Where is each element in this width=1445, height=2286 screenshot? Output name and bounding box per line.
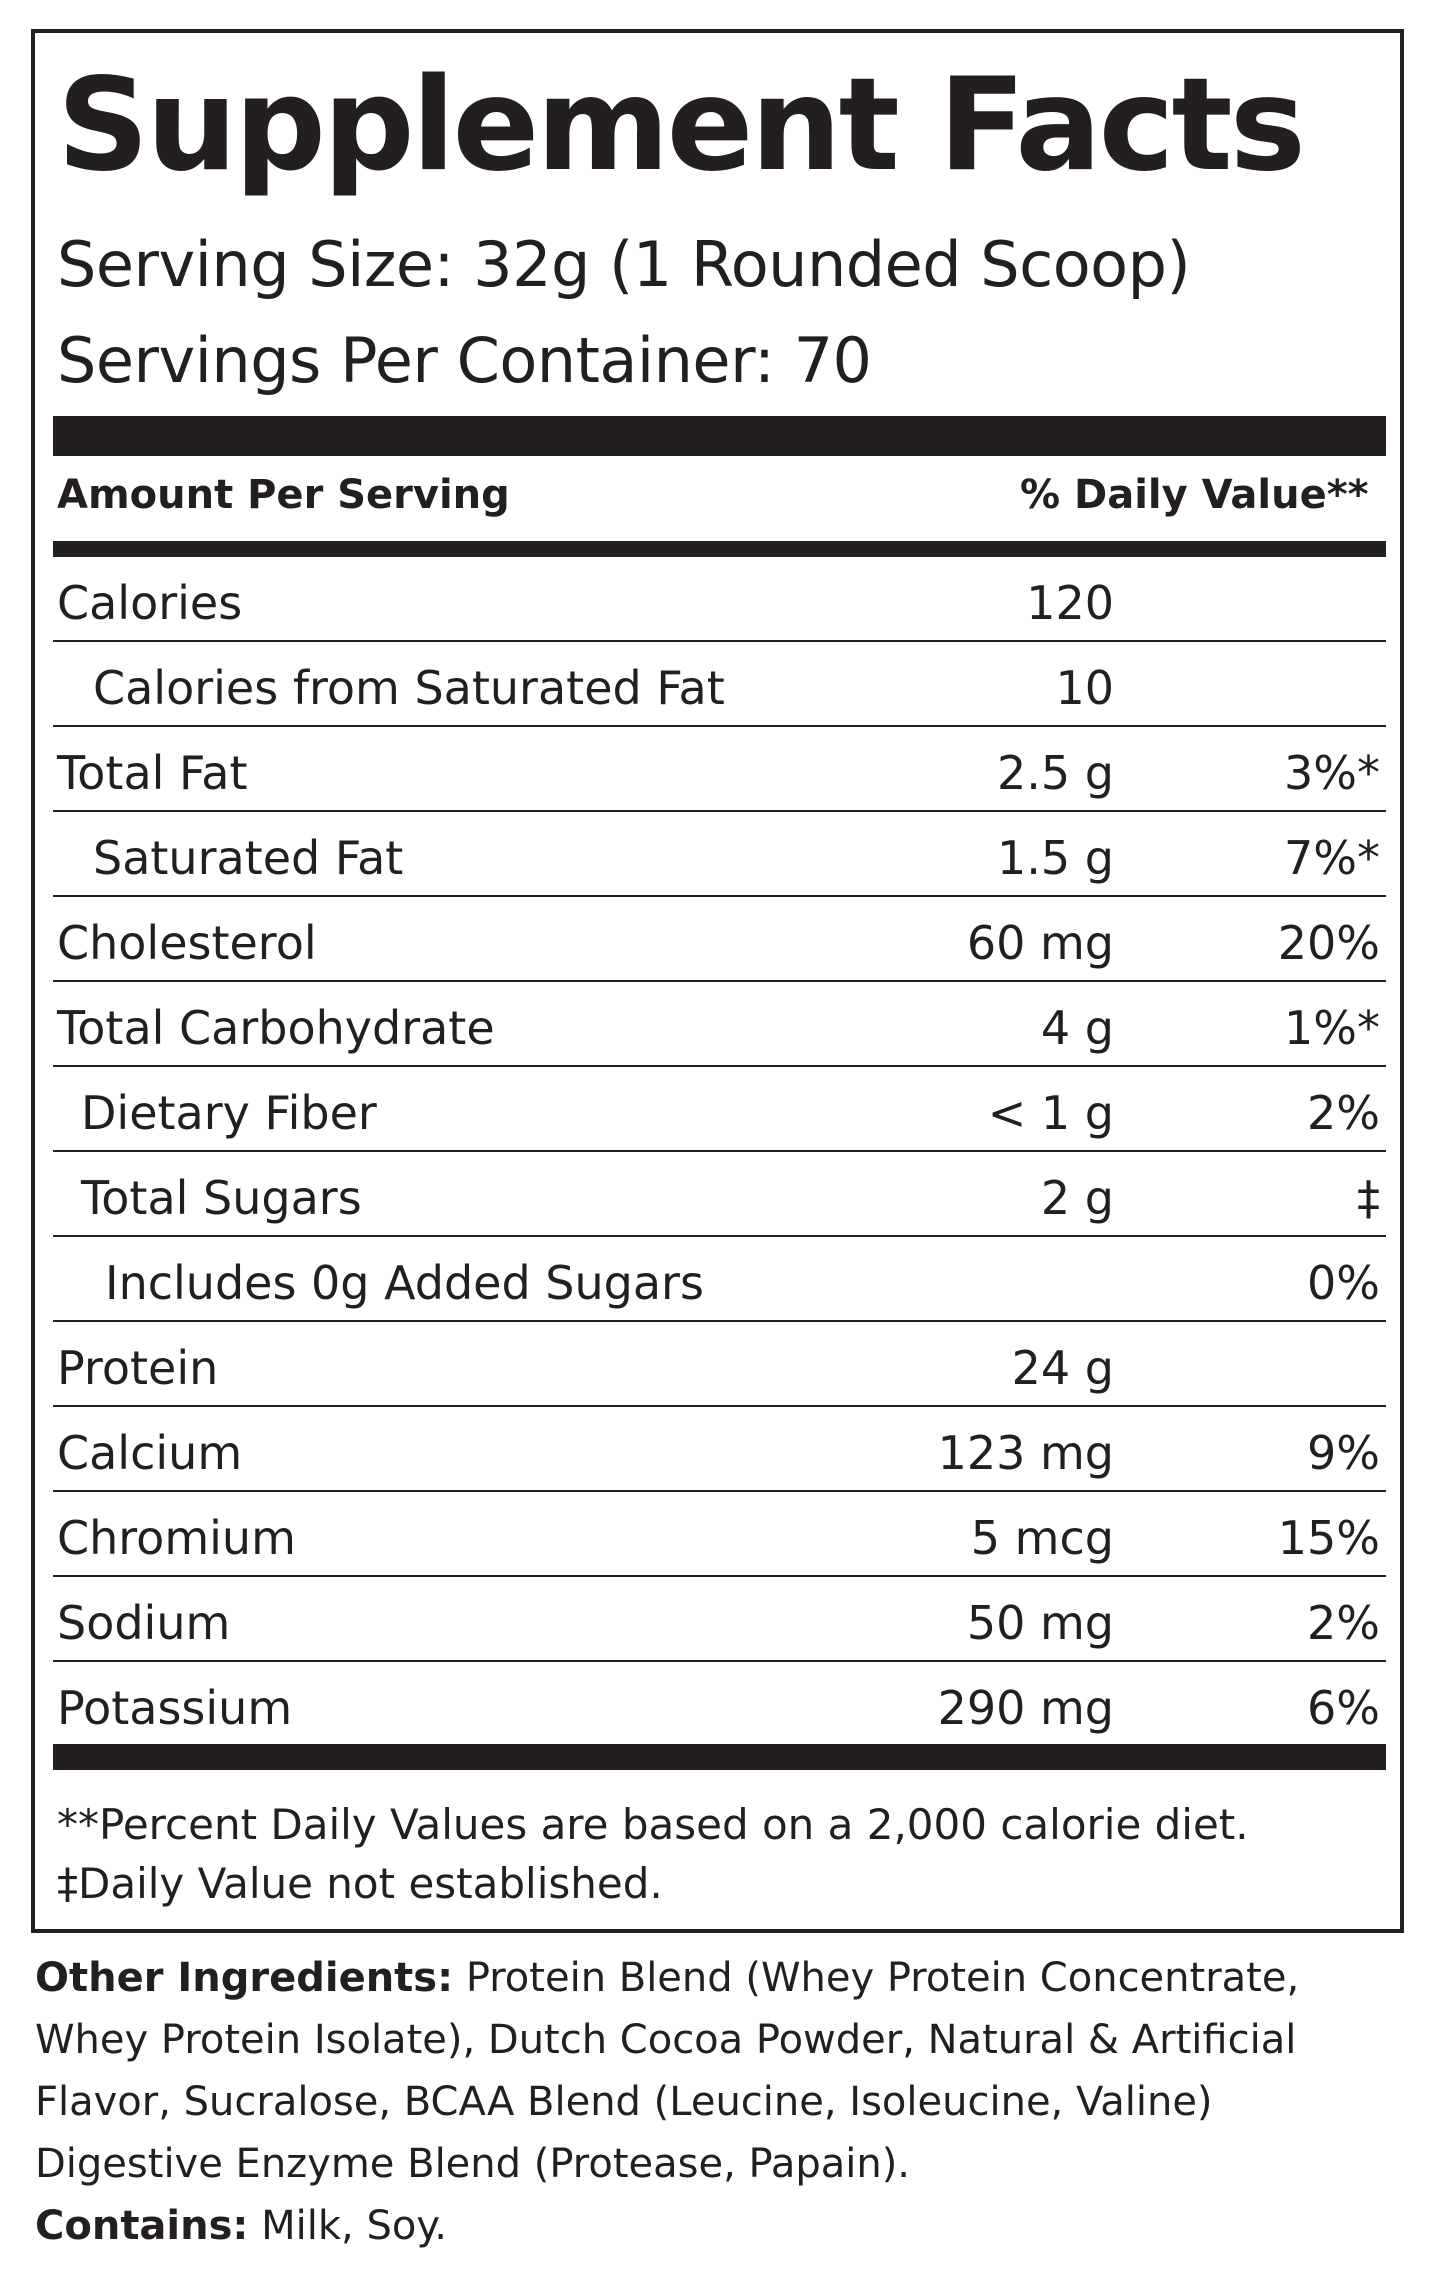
panel-title: Supplement Facts: [57, 51, 1306, 200]
nutrient-name: Sodium: [57, 1596, 231, 1650]
nutrient-name: Calories: [57, 576, 243, 630]
nutrient-daily-value: 20%: [1277, 916, 1380, 970]
nutrient-name: Chromium: [57, 1511, 296, 1565]
nutrient-table: Calories 120 Calories from Saturated Fat…: [53, 557, 1386, 1747]
nutrient-amount: 4 g: [1040, 1001, 1114, 1055]
contains-line: Contains: Milk, Soy.: [35, 2195, 1415, 2257]
nutrient-row: Cholesterol 60 mg 20%: [53, 897, 1386, 982]
other-ingredients-label: Other Ingredients:: [35, 1955, 454, 2001]
amount-per-serving-header: Amount Per Serving: [57, 472, 510, 518]
nutrient-daily-value: 7%*: [1284, 831, 1380, 885]
nutrient-row: Total Carbohydrate 4 g 1%*: [53, 982, 1386, 1067]
nutrient-name: Calcium: [57, 1426, 243, 1480]
ingredients-line: Flavor, Sucralose, BCAA Blend (Leucine, …: [35, 2079, 1213, 2125]
nutrient-row: Chromium 5 mcg 15%: [53, 1492, 1386, 1577]
daily-value-header: % Daily Value**: [1020, 472, 1369, 518]
nutrient-amount: 290 mg: [937, 1681, 1114, 1735]
nutrient-daily-value: 9%: [1307, 1426, 1380, 1480]
nutrient-amount: 123 mg: [937, 1426, 1114, 1480]
nutrient-row: Sodium 50 mg 2%: [53, 1577, 1386, 1662]
nutrient-name: Potassium: [57, 1681, 293, 1735]
nutrient-daily-value: 2%: [1307, 1086, 1380, 1140]
nutrient-row: Saturated Fat 1.5 g 7%*: [53, 812, 1386, 897]
nutrient-amount: 5 mcg: [970, 1511, 1114, 1565]
nutrient-amount: 120: [1026, 576, 1114, 630]
nutrient-amount: 1.5 g: [997, 831, 1114, 885]
servings-per-container: Servings Per Container: 70: [57, 324, 872, 397]
nutrient-name: Cholesterol: [57, 916, 317, 970]
nutrient-row: Calcium 123 mg 9%: [53, 1407, 1386, 1492]
nutrient-amount: 24 g: [1011, 1341, 1114, 1395]
nutrient-daily-value: 1%*: [1284, 1001, 1380, 1055]
contains-label: Contains:: [35, 2203, 249, 2249]
ingredients-text: Protein Blend (Whey Protein Concentrate,: [453, 1955, 1300, 2001]
supplement-facts-panel: Supplement Facts Serving Size: 32g (1 Ro…: [31, 29, 1404, 1933]
contains-value: Milk, Soy.: [248, 2203, 448, 2249]
daily-value-footnote: **Percent Daily Values are based on a 2,…: [57, 1800, 1249, 1849]
nutrient-name: Calories from Saturated Fat: [93, 661, 725, 715]
ingredients-line: Digestive Enzyme Blend (Protease, Papain…: [35, 2141, 911, 2187]
nutrient-row: Total Sugars 2 g ‡: [53, 1152, 1386, 1237]
nutrient-name: Dietary Fiber: [81, 1086, 377, 1140]
nutrient-amount: < 1 g: [987, 1086, 1114, 1140]
nutrient-name: Total Fat: [57, 746, 248, 800]
bottom-divider: [53, 1744, 1386, 1770]
nutrient-daily-value: ‡: [1357, 1171, 1380, 1225]
nutrient-name: Total Carbohydrate: [57, 1001, 495, 1055]
nutrient-row: Total Fat 2.5 g 3%*: [53, 727, 1386, 812]
not-established-footnote: ‡Daily Value not established.: [57, 1859, 663, 1908]
nutrient-daily-value: 6%: [1307, 1681, 1380, 1735]
nutrient-amount: 10: [1055, 661, 1114, 715]
nutrient-row: Includes 0g Added Sugars 0%: [53, 1237, 1386, 1322]
nutrient-daily-value: 3%*: [1284, 746, 1380, 800]
nutrient-amount: 50 mg: [966, 1596, 1114, 1650]
nutrient-row: Dietary Fiber < 1 g 2%: [53, 1067, 1386, 1152]
ingredients-line: Whey Protein Isolate), Dutch Cocoa Powde…: [35, 2017, 1297, 2063]
nutrient-name: Protein: [57, 1341, 219, 1395]
nutrient-name: Includes 0g Added Sugars: [105, 1256, 704, 1310]
nutrient-row: Calories 120: [53, 557, 1386, 642]
thick-divider: [53, 416, 1386, 456]
nutrient-daily-value: 0%: [1307, 1256, 1380, 1310]
nutrient-amount: 60 mg: [966, 916, 1114, 970]
nutrient-row: Calories from Saturated Fat 10: [53, 642, 1386, 727]
nutrient-name: Saturated Fat: [93, 831, 404, 885]
nutrient-daily-value: 2%: [1307, 1596, 1380, 1650]
nutrient-daily-value: 15%: [1277, 1511, 1380, 1565]
nutrient-amount: 2.5 g: [997, 746, 1114, 800]
nutrient-row: Potassium 290 mg 6%: [53, 1662, 1386, 1747]
nutrient-amount: 2 g: [1040, 1171, 1114, 1225]
serving-size: Serving Size: 32g (1 Rounded Scoop): [57, 228, 1191, 301]
nutrient-row: Protein 24 g: [53, 1322, 1386, 1407]
nutrient-name: Total Sugars: [81, 1171, 362, 1225]
medium-divider: [53, 541, 1386, 557]
ingredients-section: Other Ingredients: Protein Blend (Whey P…: [35, 1947, 1415, 2257]
ingredients-line: Other Ingredients: Protein Blend (Whey P…: [35, 1947, 1415, 2009]
